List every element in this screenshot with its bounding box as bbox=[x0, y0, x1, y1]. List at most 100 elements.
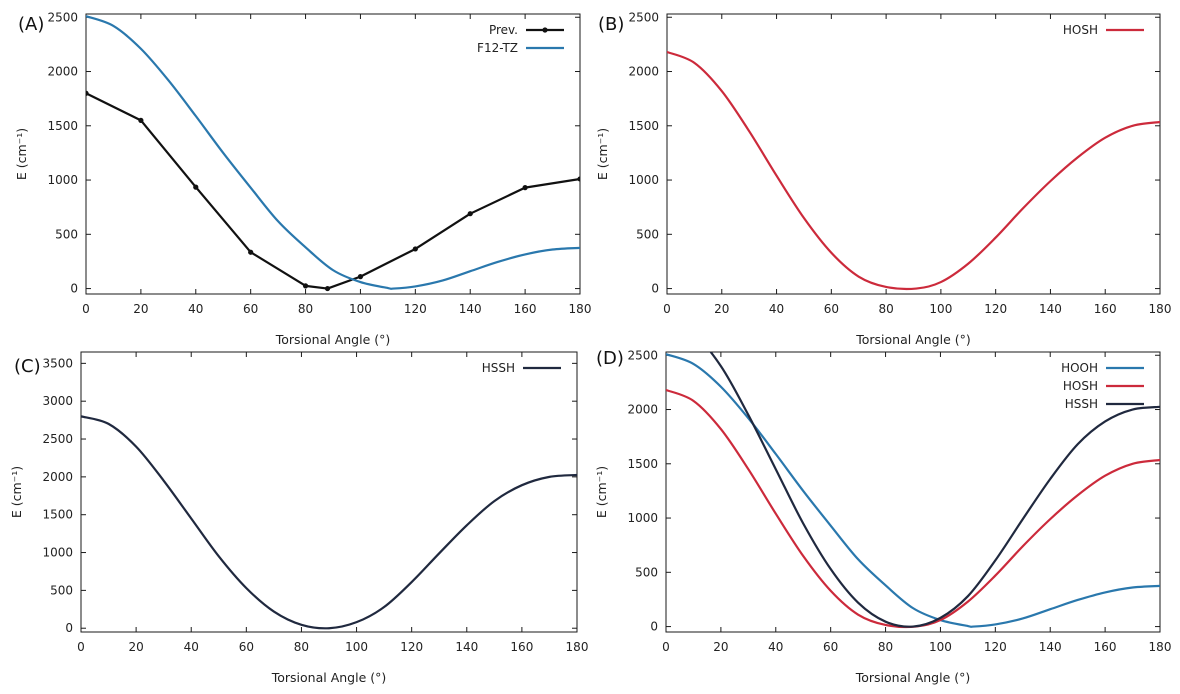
panel-label: (B) bbox=[598, 14, 624, 35]
data-point-prev- bbox=[577, 176, 580, 182]
x-tick-label: 140 bbox=[455, 640, 478, 654]
legend-label-hooh: HOOH bbox=[1061, 361, 1098, 375]
x-tick-label: 100 bbox=[345, 640, 368, 654]
x-tick-label: 20 bbox=[713, 640, 728, 654]
y-tick-label: 500 bbox=[55, 227, 78, 241]
y-tick-label: 3000 bbox=[42, 394, 73, 408]
x-tick-label: 160 bbox=[1094, 302, 1117, 316]
x-tick-label: 40 bbox=[188, 302, 203, 316]
data-point-prev- bbox=[522, 185, 528, 191]
y-axis-title: E (cm⁻¹) bbox=[9, 466, 24, 518]
x-tick-label: 180 bbox=[569, 302, 592, 316]
x-tick-label: 100 bbox=[349, 302, 372, 316]
x-tick-label: 140 bbox=[1039, 302, 1062, 316]
panel-label: (C) bbox=[14, 356, 41, 377]
series-line-f12-tz bbox=[86, 15, 580, 290]
x-tick-label: 160 bbox=[514, 302, 537, 316]
x-tick-label: 20 bbox=[128, 640, 143, 654]
plot-frame bbox=[80, 351, 578, 633]
x-axis-title: Torsional Angle (°) bbox=[855, 670, 971, 685]
data-point-prev- bbox=[467, 211, 473, 217]
y-tick-label: 2000 bbox=[627, 403, 658, 417]
y-tick-label: 1000 bbox=[47, 173, 78, 187]
legend-label-hosh: HOSH bbox=[1063, 23, 1098, 37]
data-point-prev- bbox=[324, 285, 331, 292]
data-point-prev- bbox=[86, 90, 89, 96]
y-tick-label: 1500 bbox=[42, 508, 73, 522]
legend-marker-prev- bbox=[542, 27, 548, 33]
x-tick-label: 80 bbox=[298, 302, 313, 316]
y-tick-label: 2000 bbox=[628, 65, 659, 79]
x-tick-label: 60 bbox=[823, 640, 838, 654]
panel-b: 0 20 40 60 80 100 120 140 160 180 0 500 1000 1500 2000… bbox=[595, 10, 1171, 347]
series-line-hssh bbox=[709, 352, 1160, 628]
x-tick-label: 140 bbox=[1039, 640, 1062, 654]
y-tick-label: 1000 bbox=[628, 173, 659, 187]
y-tick-label: 500 bbox=[636, 227, 659, 241]
legend-label-hosh: HOSH bbox=[1063, 379, 1098, 393]
x-tick-label: 80 bbox=[294, 640, 309, 654]
y-tick-label: 0 bbox=[650, 620, 658, 634]
legend-label-prev-: Prev. bbox=[489, 23, 518, 37]
x-axis-title: Torsional Angle (°) bbox=[855, 332, 971, 347]
plot-frame bbox=[665, 351, 1161, 633]
legend-label-f12-tz: F12-TZ bbox=[477, 41, 518, 55]
series-line-hosh bbox=[667, 50, 1160, 291]
x-tick-label: 0 bbox=[77, 640, 85, 654]
legend-label-hssh: HSSH bbox=[482, 361, 515, 375]
x-tick-label: 120 bbox=[984, 302, 1007, 316]
x-tick-label: 60 bbox=[824, 302, 839, 316]
x-axis-title: Torsional Angle (°) bbox=[275, 332, 391, 347]
x-tick-label: 60 bbox=[243, 302, 258, 316]
y-tick-label: 2000 bbox=[47, 65, 78, 79]
x-tick-label: 180 bbox=[1149, 302, 1172, 316]
series-line-hssh bbox=[81, 415, 577, 630]
x-tick-label: 0 bbox=[662, 640, 670, 654]
x-tick-label: 40 bbox=[769, 302, 784, 316]
y-axis-title: E (cm⁻¹) bbox=[14, 128, 29, 180]
plot-area bbox=[81, 415, 577, 630]
x-tick-label: 100 bbox=[929, 302, 952, 316]
y-tick-label: 2500 bbox=[47, 10, 78, 24]
y-tick-label: 1500 bbox=[627, 457, 658, 471]
data-point-prev- bbox=[193, 184, 199, 190]
y-tick-label: 2500 bbox=[628, 10, 659, 24]
x-tick-label: 0 bbox=[82, 302, 90, 316]
y-tick-label: 2500 bbox=[627, 348, 658, 362]
x-tick-label: 40 bbox=[184, 640, 199, 654]
panel-c: 0 20 40 60 80 100 120 140 160 180 0 500 1000 1500 2000… bbox=[9, 351, 589, 685]
x-tick-label: 20 bbox=[133, 302, 148, 316]
legend-label-hssh: HSSH bbox=[1065, 397, 1098, 411]
series-line-hooh bbox=[666, 353, 1160, 628]
plot-frame bbox=[85, 13, 581, 295]
panel-d: 0 20 40 60 80 100 120 140 160 180 0 500 1000 1500 2000… bbox=[594, 348, 1172, 685]
x-tick-label: 180 bbox=[1149, 640, 1172, 654]
x-tick-label: 40 bbox=[768, 640, 783, 654]
y-tick-label: 0 bbox=[65, 621, 73, 635]
x-tick-label: 100 bbox=[929, 640, 952, 654]
x-tick-label: 120 bbox=[984, 640, 1007, 654]
x-tick-label: 180 bbox=[566, 640, 589, 654]
panel-label: (D) bbox=[596, 348, 624, 369]
x-tick-label: 80 bbox=[878, 302, 893, 316]
x-tick-label: 80 bbox=[878, 640, 893, 654]
plot-frame bbox=[666, 13, 1161, 295]
y-tick-label: 2500 bbox=[42, 432, 73, 446]
x-tick-label: 0 bbox=[663, 302, 671, 316]
y-tick-label: 500 bbox=[50, 583, 73, 597]
y-tick-label: 1000 bbox=[42, 546, 73, 560]
data-point-prev- bbox=[248, 249, 254, 255]
x-tick-label: 120 bbox=[404, 302, 427, 316]
y-tick-label: 2000 bbox=[42, 470, 73, 484]
y-tick-label: 0 bbox=[651, 282, 659, 296]
panel-label: (A) bbox=[18, 14, 44, 35]
series-line-hosh bbox=[666, 388, 1160, 629]
panel-a: 0 20 40 60 80 100 120 140 160 180 0 500 1000 1500 2000… bbox=[14, 10, 591, 347]
data-point-prev- bbox=[138, 117, 144, 123]
x-tick-label: 20 bbox=[714, 302, 729, 316]
y-tick-label: 3500 bbox=[42, 356, 73, 370]
plot-area bbox=[667, 50, 1160, 291]
x-tick-label: 140 bbox=[459, 302, 482, 316]
data-point-prev- bbox=[412, 246, 418, 252]
